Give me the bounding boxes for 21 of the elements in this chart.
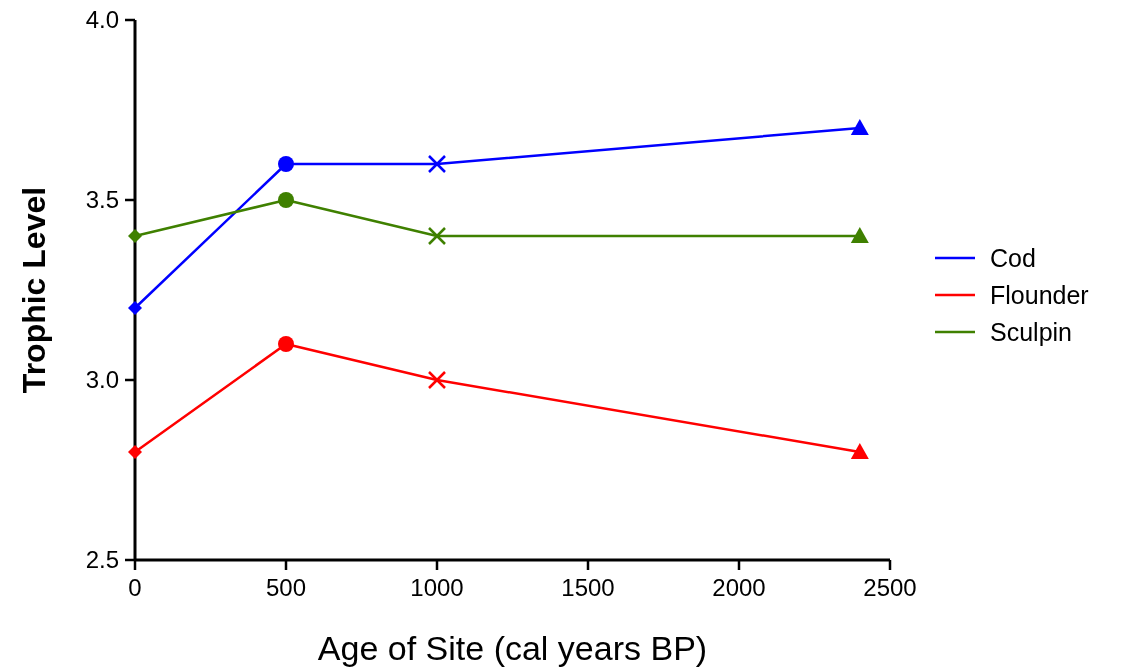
- x-tick-label: 1500: [561, 574, 615, 601]
- x-tick-label: 0: [128, 574, 142, 601]
- point: [850, 119, 869, 135]
- x-tick-label: 2000: [712, 574, 766, 601]
- x-tick-label: 500: [265, 574, 307, 601]
- x-axis-title: Age of Site (cal years BP): [317, 629, 708, 667]
- point: [850, 227, 869, 243]
- legend-label: Cod: [990, 244, 1036, 272]
- legend-label: Flounder: [990, 281, 1089, 309]
- y-tick-label: 4.0: [85, 6, 119, 33]
- y-tick-label: 3.0: [85, 366, 119, 393]
- point: [278, 192, 294, 208]
- y-tick-label: 2.5: [85, 546, 119, 573]
- legend-label: Sculpin: [990, 318, 1072, 346]
- y-axis-title: Trophic Level: [16, 186, 52, 394]
- point: [850, 443, 869, 459]
- point: [278, 336, 294, 352]
- x-tick-label: 1000: [410, 574, 464, 601]
- y-tick-label: 3.5: [85, 186, 119, 213]
- x-tick-label: 2500: [863, 574, 917, 601]
- point: [278, 156, 294, 172]
